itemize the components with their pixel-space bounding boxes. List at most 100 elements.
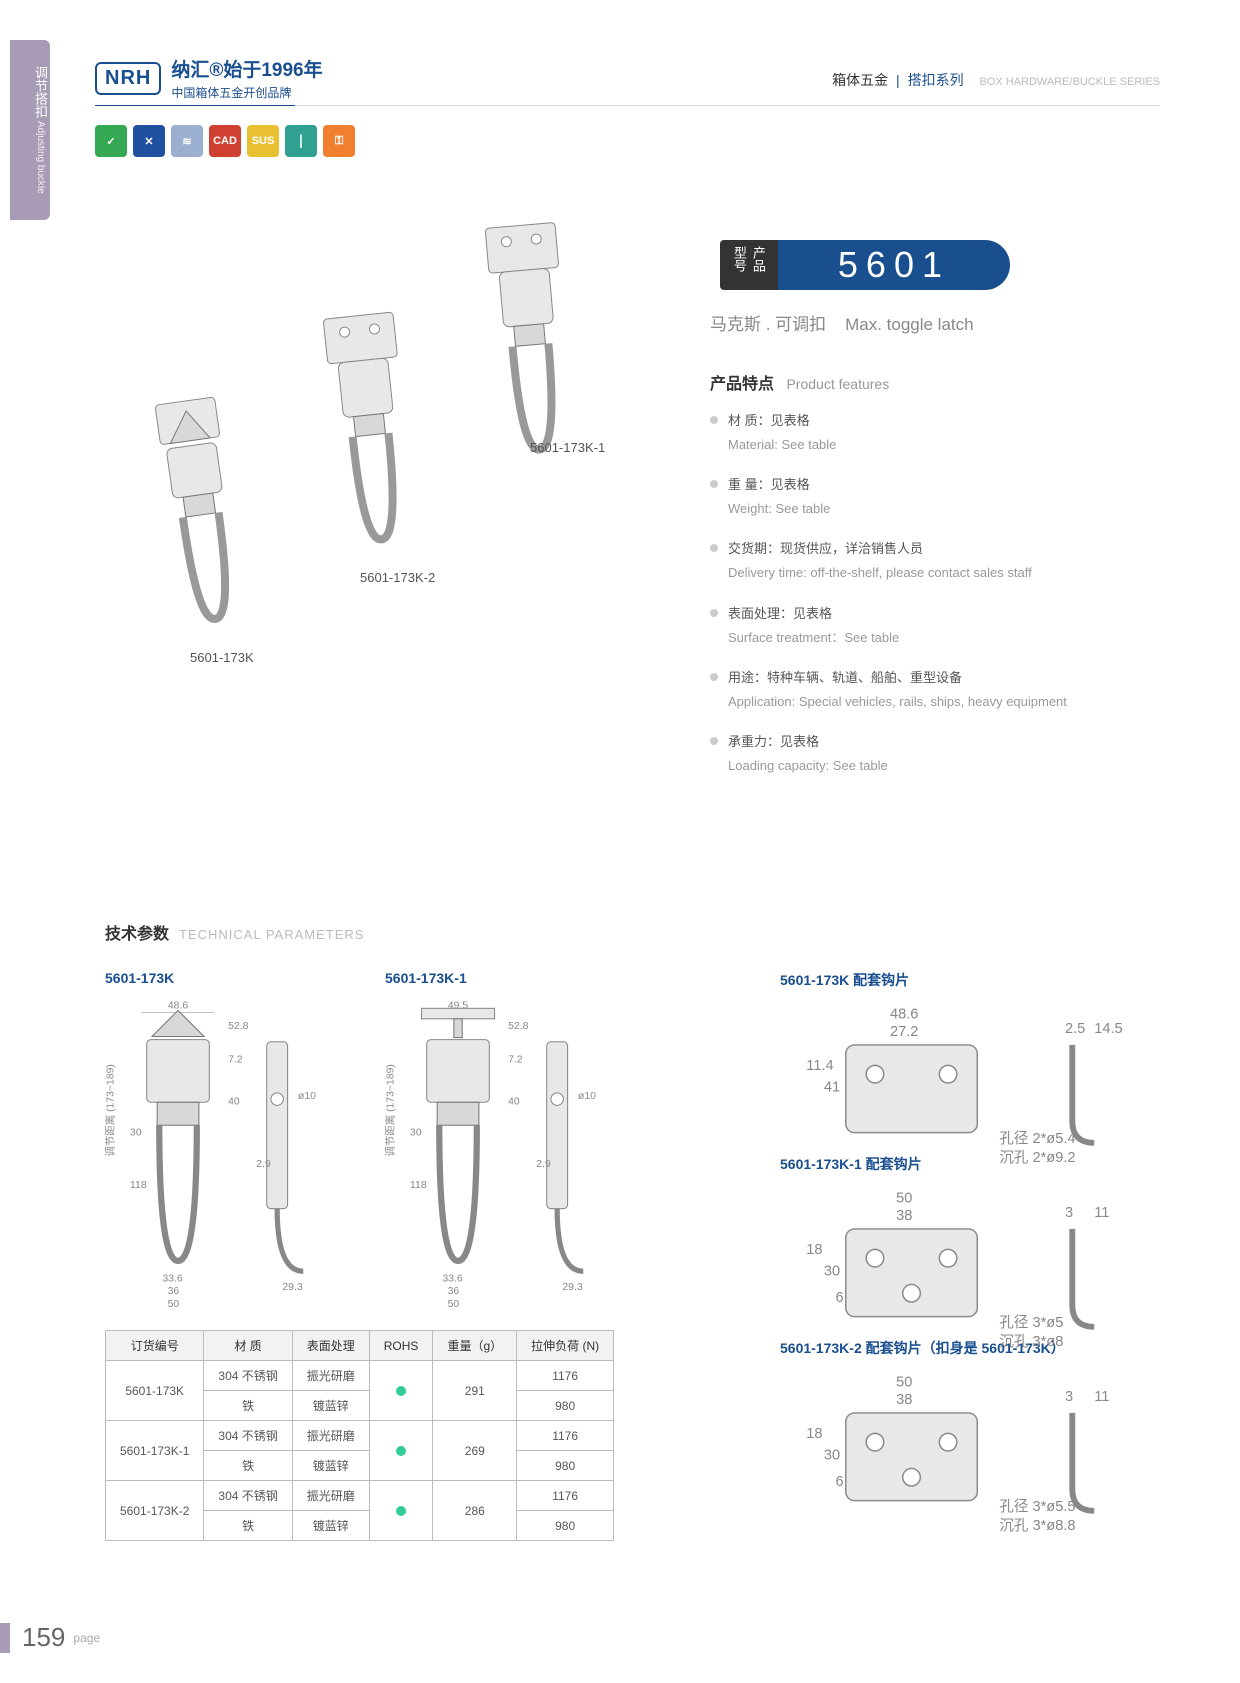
logo-mark: NRH: [95, 62, 161, 95]
svg-text:3: 3: [1065, 1205, 1073, 1221]
table-row: 5601-173K304 不锈钢振光研磨 2911176: [106, 1361, 614, 1391]
svg-text:30: 30: [130, 1128, 142, 1139]
product-image-2: [298, 304, 442, 555]
sidebar-tab-cn: 调节搭扣: [33, 66, 48, 118]
features-title: 产品特点 Product features: [710, 370, 1160, 394]
svg-text:30: 30: [410, 1128, 422, 1139]
svg-text:沉孔 3*ø8.8: 沉孔 3*ø8.8: [999, 1517, 1075, 1534]
svg-text:11: 11: [1094, 1389, 1109, 1405]
svg-text:48.6: 48.6: [890, 1007, 918, 1023]
features-block: 产品特点 Product features 材 质：见表格Material: S…: [710, 370, 1160, 795]
sidebar-tab: 调节搭扣 Adjusting buckle: [10, 40, 50, 220]
table-header: 表面处理: [292, 1331, 369, 1361]
feature-item: 重 量：见表格Weight: See table: [710, 474, 1160, 520]
header-divider: [95, 105, 1160, 106]
svg-text:孔径 3*ø5: 孔径 3*ø5: [999, 1314, 1063, 1331]
logo-sub: 中国箱体五金开创品牌: [171, 84, 322, 101]
icon-row: ✓✕≋CADSUS⎮⚿: [95, 125, 355, 157]
table-row: 5601-173K-1304 不锈钢振光研磨 2691176: [106, 1421, 614, 1451]
tech-drawing: 48.6 52.8 7.2 调节距离 (173~189) 118 30 40 3…: [105, 1000, 345, 1313]
product-image-1: [124, 383, 276, 637]
svg-text:ø10: ø10: [578, 1091, 596, 1102]
tech-drawing: 49.5 52.8 7.2 调节距离 (173~189) 118 30 40 3…: [385, 1000, 625, 1313]
feature-item: 表面处理：见表格Surface treatment：See table: [710, 603, 1160, 649]
svg-text:50: 50: [896, 1375, 912, 1391]
logo-text-block: 纳汇®始于1996年 中国箱体五金开创品牌: [171, 55, 322, 101]
svg-text:40: 40: [508, 1096, 520, 1107]
svg-text:27.2: 27.2: [890, 1024, 918, 1040]
logo-cn: 纳汇®始于1996年: [171, 55, 322, 82]
diagram-side-column: 5601-173K 配套钩片 48.6 27.2 41 11.4 孔径 2*ø5…: [780, 970, 1160, 1522]
svg-text:6: 6: [836, 1474, 844, 1490]
svg-text:50: 50: [168, 1299, 180, 1310]
header-category: 箱体五金 | 搭扣系列 BOX HARDWARE/BUCKLE SERIES: [832, 70, 1160, 90]
feature-icon: ≋: [171, 125, 203, 157]
page-bar: [0, 1623, 10, 1653]
svg-text:11.4: 11.4: [806, 1058, 833, 1074]
svg-text:52.8: 52.8: [508, 1021, 528, 1032]
svg-text:2.9: 2.9: [536, 1159, 551, 1170]
svg-text:18: 18: [806, 1242, 822, 1258]
diagram-title: 5601-173K 配套钩片: [780, 970, 1160, 990]
svg-text:118: 118: [410, 1180, 427, 1191]
svg-text:孔径 3*ø5.5: 孔径 3*ø5.5: [999, 1498, 1075, 1515]
svg-text:14.5: 14.5: [1094, 1021, 1122, 1037]
svg-text:7.2: 7.2: [508, 1055, 523, 1066]
svg-text:33.6: 33.6: [442, 1274, 462, 1285]
model-badge: 产品型号 5601: [720, 240, 1010, 290]
table-header: 拉伸负荷 (N): [517, 1331, 614, 1361]
svg-text:孔径 2*ø5.4: 孔径 2*ø5.4: [999, 1130, 1075, 1147]
svg-text:41: 41: [824, 1080, 840, 1096]
diagram-panel: 5601-173K-1 49.5 52.8 7.2 调节距离 (173~189)…: [385, 970, 625, 1300]
table-header: 订货编号: [106, 1331, 204, 1361]
feature-icon: SUS: [247, 125, 279, 157]
feature-icon: CAD: [209, 125, 241, 157]
feature-icon: ⚿: [323, 125, 355, 157]
page-footer: 159 page: [0, 1622, 100, 1653]
sidebar-tab-en: Adjusting buckle: [35, 121, 46, 194]
svg-text:11: 11: [1094, 1205, 1109, 1221]
svg-text:沉孔 2*ø9.2: 沉孔 2*ø9.2: [999, 1149, 1075, 1166]
svg-text:调节距离 (173~189): 调节距离 (173~189): [105, 1064, 116, 1156]
svg-text:3: 3: [1065, 1389, 1073, 1405]
feature-icon: ✕: [133, 125, 165, 157]
spec-table: 订货编号材 质表面处理ROHS重量（g）拉伸负荷 (N) 5601-173K30…: [105, 1330, 614, 1541]
svg-text:50: 50: [896, 1191, 912, 1207]
feature-item: 用途：特种车辆、轨道、船舶、重型设备Application: Special v…: [710, 667, 1160, 713]
svg-text:36: 36: [168, 1286, 180, 1297]
svg-text:30: 30: [824, 1448, 840, 1464]
diagram-title: 5601-173K: [105, 970, 345, 986]
subtitle-cn: 马克斯 . 可调扣: [710, 315, 826, 334]
svg-text:18: 18: [806, 1426, 822, 1442]
svg-text:2.5: 2.5: [1065, 1021, 1085, 1037]
model-number: 5601: [778, 240, 1010, 290]
feature-item: 交货期：现货供应，详洽销售人员Delivery time: off-the-sh…: [710, 538, 1160, 584]
svg-text:2.9: 2.9: [256, 1159, 271, 1170]
header-en: BOX HARDWARE/BUCKLE SERIES: [979, 76, 1160, 88]
product-image-3: [460, 215, 600, 465]
tech-drawing-side: 50 38 30 18 6 孔径 3*ø5.5 沉孔 3*ø8.8 311: [780, 1372, 1160, 1547]
tech-drawing-side: 50 38 30 18 6 孔径 3*ø5 沉孔 3*ø8 311: [780, 1188, 1160, 1363]
header-cat-cn: 箱体五金: [832, 72, 888, 88]
feature-icon: ⎮: [285, 125, 317, 157]
subtitle-en: Max. toggle latch: [845, 315, 974, 334]
page-number: 159: [22, 1622, 65, 1653]
svg-text:沉孔 3*ø8: 沉孔 3*ø8: [999, 1333, 1063, 1350]
product-label-1: 5601-173K: [190, 650, 254, 665]
feature-item: 承重力：见表格Loading capacity: See table: [710, 731, 1160, 777]
product-subtitle: 马克斯 . 可调扣 Max. toggle latch: [710, 310, 1160, 335]
svg-text:29.3: 29.3: [562, 1282, 582, 1293]
svg-text:ø10: ø10: [298, 1091, 316, 1102]
feature-item: 材 质：见表格Material: See table: [710, 410, 1160, 456]
model-tag: 产品型号: [720, 240, 778, 290]
svg-text:36: 36: [448, 1286, 460, 1297]
svg-text:48.6: 48.6: [168, 1000, 188, 1011]
feature-icon: ✓: [95, 125, 127, 157]
svg-text:33.6: 33.6: [162, 1274, 182, 1285]
svg-text:7.2: 7.2: [228, 1055, 243, 1066]
svg-text:118: 118: [130, 1180, 147, 1191]
diagram-panel: 5601-173K 48.6 52.8 7.2 调节距离 (173~189) 1…: [105, 970, 345, 1300]
tech-params-title: 技术参数TECHNICAL PARAMETERS: [105, 920, 364, 944]
svg-text:50: 50: [448, 1299, 460, 1310]
diagram-side-panel: 5601-173K 配套钩片 48.6 27.2 41 11.4 孔径 2*ø5…: [780, 970, 1160, 1134]
